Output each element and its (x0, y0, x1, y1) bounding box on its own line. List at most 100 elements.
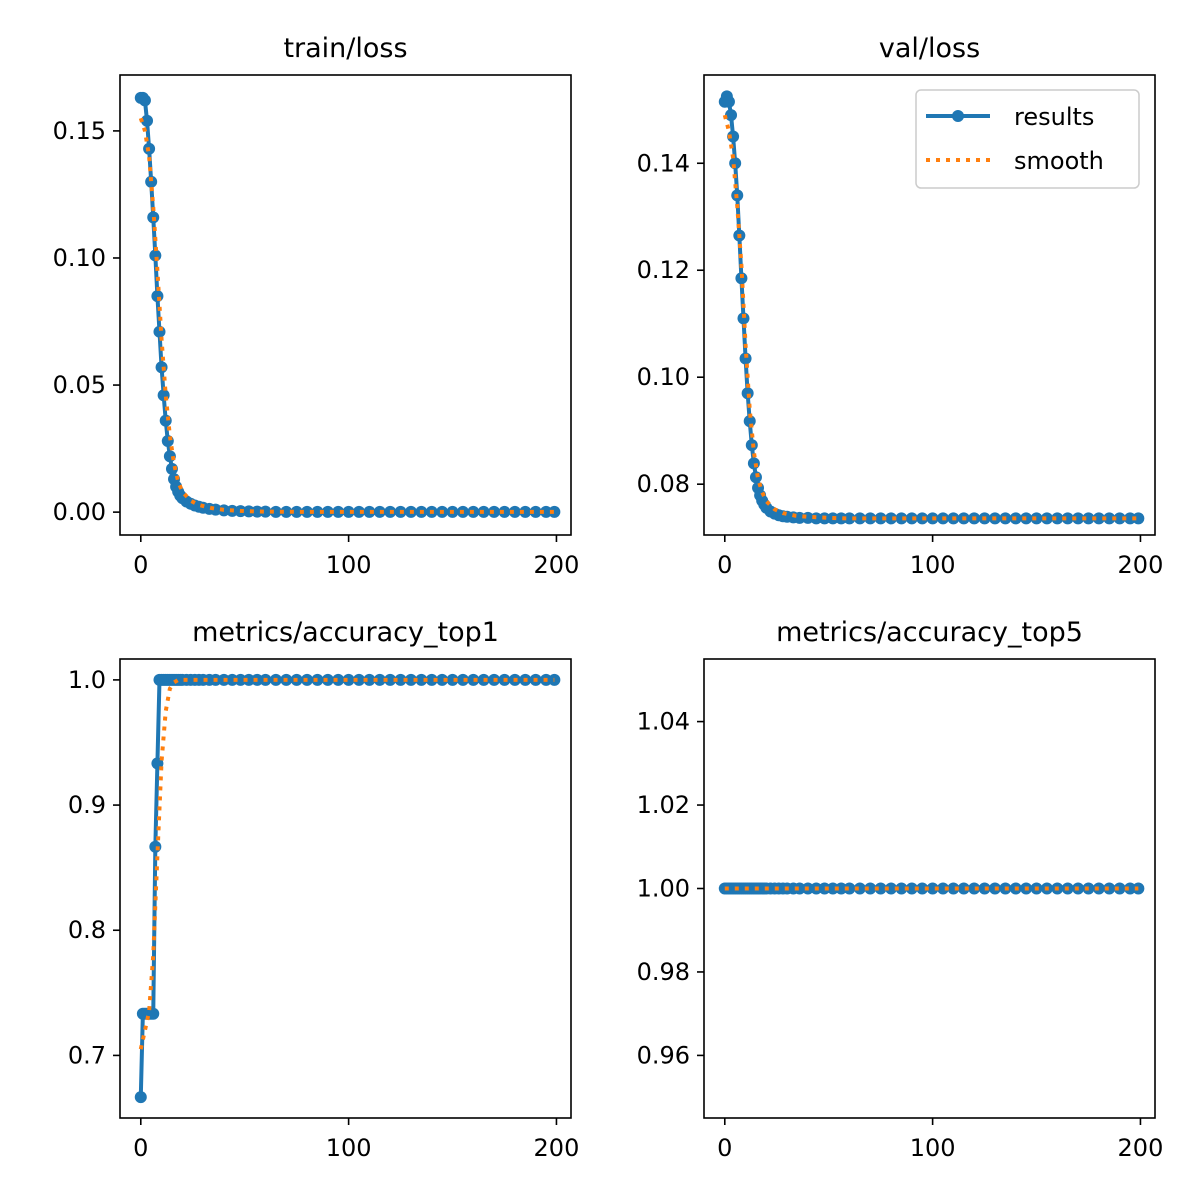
results-point (835, 512, 848, 525)
results-point (147, 1007, 160, 1020)
results-point (1082, 512, 1095, 525)
y-tick-label: 1.02 (637, 791, 690, 819)
results-point (373, 505, 386, 518)
results-point (853, 512, 866, 525)
results-point (937, 882, 950, 895)
results-point (436, 673, 449, 686)
results-point (321, 505, 334, 518)
results-point (332, 505, 345, 518)
results-point (968, 882, 981, 895)
results-point (242, 673, 255, 686)
x-tick-label: 100 (910, 551, 956, 579)
results-point (425, 673, 438, 686)
results-point (864, 512, 877, 525)
results-point (145, 175, 158, 188)
results-point (259, 505, 272, 518)
results-point (1051, 512, 1064, 525)
results-point (394, 673, 407, 686)
results-point (874, 512, 887, 525)
results-point (853, 882, 866, 895)
results-point (446, 673, 459, 686)
results-point (727, 130, 740, 143)
y-tick-label: 0.10 (637, 363, 690, 391)
results-point (363, 673, 376, 686)
results-point (722, 95, 735, 108)
legend-results-marker (952, 110, 964, 122)
y-tick-label: 0.9 (68, 791, 106, 819)
results-point (353, 505, 366, 518)
y-tick-label: 0.08 (637, 470, 690, 498)
results-point (905, 512, 918, 525)
x-tick-label: 100 (910, 1134, 956, 1162)
subplot-grid: train/loss 0 100 200 0.00 0.05 0.10 0.15 val/los… (53, 33, 1164, 1162)
y-tick-label: 0.14 (637, 149, 690, 177)
results-point (1124, 512, 1137, 525)
results-point (895, 882, 908, 895)
series-smooth-line (722, 114, 1139, 521)
results-point (226, 673, 239, 686)
x-tick-label: 100 (326, 551, 372, 579)
results-point (456, 673, 469, 686)
results-point (885, 882, 898, 895)
x-tick-label: 100 (326, 1134, 372, 1162)
results-point (280, 505, 293, 518)
results-point (725, 109, 738, 122)
results-point (1092, 512, 1105, 525)
x-tick-label: 200 (534, 1134, 580, 1162)
subplot-metrics-accuracy-top1: metrics/accuracy_top1 0 100 200 0.7 0.8 0.9 1.0 (68, 617, 580, 1162)
subplot-train-loss: train/loss 0 100 200 0.00 0.05 0.10 0.15 (53, 33, 580, 579)
results-point (311, 505, 324, 518)
results-point (134, 1091, 147, 1104)
results-point (1124, 882, 1137, 895)
results-point (1030, 512, 1043, 525)
legend-smooth-label: smooth (1014, 147, 1104, 175)
results-point (978, 882, 991, 895)
results-point (739, 352, 752, 365)
results-point (793, 882, 806, 895)
results-point (234, 673, 247, 686)
results-point (342, 673, 355, 686)
y-tick-label: 1.00 (637, 875, 690, 903)
x-tick-label: 0 (133, 1134, 148, 1162)
results-point (342, 505, 355, 518)
results-point (1103, 512, 1116, 525)
results-point (905, 882, 918, 895)
results-point (508, 505, 521, 518)
results-point (885, 512, 898, 525)
subplot-title: metrics/accuracy_top1 (192, 617, 499, 648)
plot-area (718, 882, 1145, 895)
y-tick-label: 0.96 (637, 1041, 690, 1069)
plot-area (718, 90, 1145, 525)
results-point (353, 673, 366, 686)
results-point (1072, 512, 1085, 525)
y-tick-label: 0.8 (68, 916, 106, 944)
x-tick-label: 0 (717, 551, 732, 579)
axes-frame (119, 658, 572, 1119)
results-point (747, 457, 760, 470)
results-point (290, 505, 303, 518)
results-point (138, 94, 151, 107)
y-tick-label: 1.0 (68, 666, 106, 694)
series-smooth-line (138, 117, 555, 514)
legend-results-label: results (1014, 103, 1094, 131)
results-point (1061, 512, 1074, 525)
results-point (926, 882, 939, 895)
y-tick-label: 0.10 (53, 244, 106, 272)
results-point (957, 882, 970, 895)
results-point (404, 673, 417, 686)
results-point (1040, 512, 1053, 525)
results-point (467, 673, 480, 686)
results-point (363, 505, 376, 518)
x-tick-label: 0 (717, 1134, 732, 1162)
results-point (141, 114, 154, 127)
results-point (916, 882, 929, 895)
x-tick-label: 0 (133, 551, 148, 579)
results-point (165, 462, 178, 475)
results-point (864, 882, 877, 895)
axes-frame (703, 74, 1156, 536)
results-point (529, 505, 542, 518)
axes-frame (119, 74, 572, 536)
results-point (1113, 512, 1126, 525)
y-tick-label: 0.00 (53, 498, 106, 526)
results-point (895, 512, 908, 525)
